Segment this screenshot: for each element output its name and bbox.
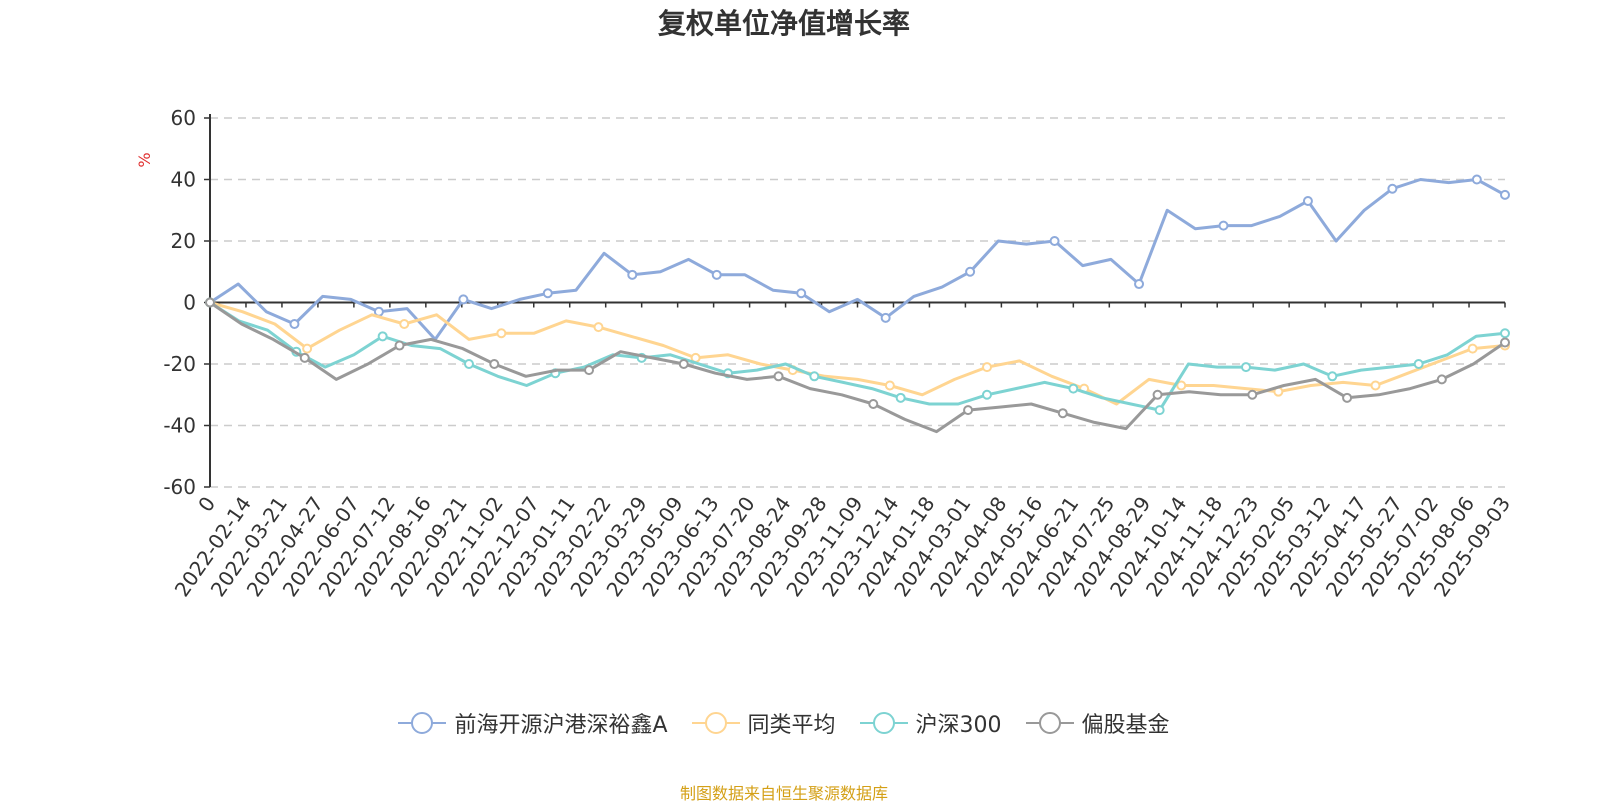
data-point bbox=[1241, 362, 1251, 373]
data-point bbox=[464, 359, 474, 369]
data-point bbox=[884, 380, 895, 391]
data-point bbox=[1467, 343, 1478, 354]
data-point bbox=[1500, 337, 1510, 348]
legend-item[interactable]: 偏股基金 bbox=[1025, 707, 1170, 739]
grid-lines bbox=[210, 117, 1505, 488]
source-note: 制图数据来自恒生聚源数据库 bbox=[679, 784, 888, 803]
data-point bbox=[1247, 389, 1258, 400]
data-point bbox=[542, 288, 553, 299]
data-point bbox=[1152, 389, 1163, 400]
data-point bbox=[982, 389, 992, 400]
data-point bbox=[895, 392, 906, 403]
data-point bbox=[868, 398, 879, 409]
legend: 前海开源沪港深裕鑫A 同类平均 沪深300 偏股基金 bbox=[0, 707, 1568, 739]
data-point bbox=[394, 340, 405, 351]
data-point bbox=[796, 288, 807, 299]
data-point bbox=[302, 343, 313, 354]
data-point bbox=[299, 352, 310, 363]
data-point bbox=[880, 312, 891, 323]
y-tick-label: 20 bbox=[171, 229, 196, 253]
legend-label: 前海开源沪港深裕鑫A bbox=[454, 713, 668, 738]
data-point bbox=[1176, 380, 1187, 391]
legend-marker-icon bbox=[398, 712, 447, 734]
legend-item[interactable]: 前海开源沪港深裕鑫A bbox=[398, 707, 668, 739]
data-point bbox=[1049, 236, 1060, 246]
legend-label: 偏股基金 bbox=[1081, 713, 1170, 738]
data-point bbox=[982, 362, 992, 373]
data-point bbox=[399, 319, 410, 330]
data-point bbox=[1413, 359, 1424, 369]
chart-title: 复权单位净值增长率 bbox=[657, 7, 910, 40]
data-point bbox=[377, 331, 388, 342]
data-point bbox=[1370, 380, 1381, 391]
data-point bbox=[965, 266, 976, 277]
data-point bbox=[773, 371, 784, 382]
y-tick-label: -20 bbox=[163, 352, 196, 376]
data-point bbox=[627, 269, 638, 280]
data-point bbox=[1068, 383, 1079, 394]
data-point bbox=[1327, 371, 1338, 382]
data-point bbox=[205, 297, 215, 308]
legend-marker-icon bbox=[859, 712, 908, 734]
y-axis-label: % bbox=[135, 152, 154, 167]
data-point bbox=[1500, 189, 1510, 200]
legend-label: 同类平均 bbox=[747, 713, 836, 738]
series-line-0 bbox=[209, 178, 1506, 341]
data-point bbox=[496, 328, 507, 339]
data-point bbox=[489, 359, 500, 369]
legend-item[interactable]: 沪深300 bbox=[859, 707, 1002, 739]
data-point bbox=[678, 359, 689, 369]
series-line-3 bbox=[209, 301, 1506, 434]
data-point bbox=[458, 294, 469, 305]
data-point bbox=[1342, 392, 1353, 403]
data-point bbox=[1057, 408, 1068, 419]
data-point bbox=[1500, 328, 1510, 339]
y-tick-label: 60 bbox=[171, 106, 196, 130]
data-point bbox=[593, 322, 604, 333]
y-tick-label: -40 bbox=[163, 414, 196, 438]
data-point bbox=[1387, 183, 1398, 194]
legend-marker-icon bbox=[691, 712, 740, 734]
y-tick-label: 0 bbox=[183, 291, 196, 315]
data-point bbox=[963, 405, 974, 416]
legend-marker-icon bbox=[1025, 712, 1074, 734]
legend-item[interactable]: 同类平均 bbox=[691, 707, 836, 739]
x-tick-label: 0 bbox=[193, 492, 220, 516]
series-lines bbox=[205, 174, 1510, 434]
data-point bbox=[809, 371, 820, 382]
data-point bbox=[1218, 220, 1229, 231]
data-point bbox=[1302, 196, 1313, 207]
data-point bbox=[1436, 374, 1447, 385]
data-point bbox=[1471, 174, 1482, 185]
y-tick-label: 40 bbox=[171, 168, 196, 192]
series-line-2 bbox=[209, 301, 1506, 412]
data-point bbox=[289, 319, 300, 330]
data-point bbox=[584, 365, 595, 376]
series-line-1 bbox=[209, 301, 1506, 406]
legend-label: 沪深300 bbox=[915, 713, 1002, 738]
data-point bbox=[1134, 279, 1145, 290]
data-point bbox=[1154, 405, 1165, 416]
tick-labels: 6040200-20-40-60%02022-02-142022-03-2120… bbox=[135, 106, 1515, 601]
y-tick-label: -60 bbox=[163, 475, 196, 499]
data-point bbox=[711, 269, 722, 280]
